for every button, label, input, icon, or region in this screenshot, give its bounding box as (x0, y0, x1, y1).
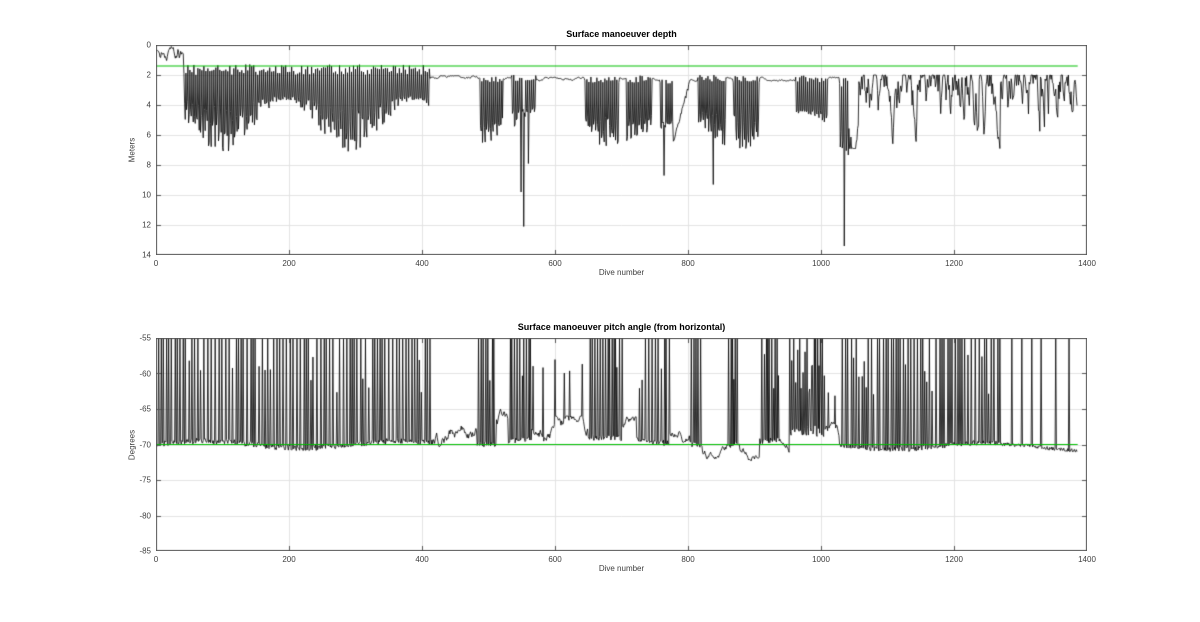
y-tick-label: 2 (146, 70, 151, 80)
x-tick-label: 1200 (945, 555, 963, 564)
y-tick-label: -70 (139, 440, 151, 449)
y-tick-label: 6 (146, 130, 151, 140)
pitch-plot-title: Surface manoeuver pitch angle (from hori… (517, 322, 726, 332)
x-tick-label: 1400 (1078, 259, 1096, 268)
depth-plot-area (156, 45, 1087, 255)
x-tick-label: 1000 (812, 259, 830, 268)
depth-y-axis-label: Meters (127, 137, 137, 163)
pitch-y-axis-label: Degrees (127, 429, 137, 460)
x-tick-label: 0 (153, 259, 159, 268)
pitch-x-axis-label: Dive number (598, 564, 645, 573)
x-tick-label: 1400 (1078, 555, 1096, 564)
y-tick-label: 12 (142, 220, 151, 230)
x-tick-label: 200 (282, 259, 296, 268)
y-tick-label: -75 (139, 475, 151, 485)
y-tick-label: 4 (146, 100, 151, 110)
y-tick-label: 0 (146, 40, 151, 50)
pitch-plot-area (156, 338, 1087, 551)
y-tick-label: 14 (142, 250, 151, 260)
y-tick-label: 10 (142, 190, 151, 200)
x-tick-label: 400 (415, 555, 429, 564)
x-tick-label: 600 (548, 555, 562, 564)
depth-x-axis-label: Dive number (598, 268, 645, 277)
x-tick-label: 0 (153, 555, 159, 564)
x-tick-label: 600 (548, 259, 562, 268)
y-tick-label: 8 (146, 160, 151, 170)
x-tick-label: 800 (681, 259, 695, 268)
y-tick-label: -60 (139, 369, 151, 378)
depth-plot-title: Surface manoeuver depth (566, 29, 677, 39)
x-tick-label: 1000 (812, 555, 830, 564)
x-tick-label: 1200 (945, 259, 963, 268)
y-tick-label: -65 (139, 404, 151, 414)
y-tick-label: -55 (139, 333, 151, 343)
x-tick-label: 200 (282, 555, 296, 564)
x-tick-label: 800 (681, 555, 695, 564)
y-tick-label: -85 (139, 546, 151, 556)
x-tick-label: 400 (415, 259, 429, 268)
y-tick-label: -80 (139, 511, 151, 520)
